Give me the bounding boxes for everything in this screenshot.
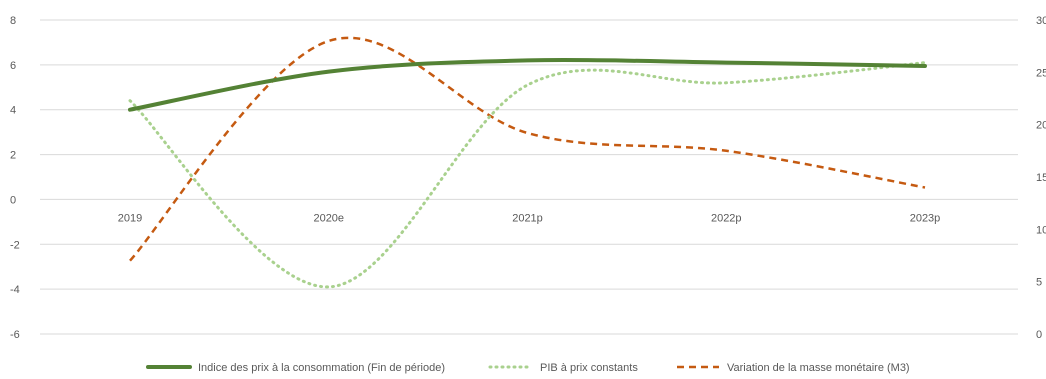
x-tick-label: 2023p (910, 212, 941, 224)
x-tick-label: 2021p (512, 212, 543, 224)
legend-label: Indice des prix à la consommation (Fin d… (198, 362, 445, 374)
x-tick-label: 2019 (118, 212, 142, 224)
y-left-tick-label: -4 (10, 284, 20, 296)
y-right-tick-label: 20 (1036, 120, 1046, 132)
y-right-tick-label: 25 (1036, 67, 1046, 79)
y-left-tick-label: -6 (10, 329, 20, 341)
y-left-tick-label: 4 (10, 105, 16, 117)
y-right-tick-label: 0 (1036, 329, 1042, 341)
y-left-tick-label: 8 (10, 15, 16, 27)
y-right-tick-label: 30 (1036, 15, 1046, 27)
y-right-tick-label: 10 (1036, 224, 1046, 236)
y-left-tick-label: 2 (10, 150, 16, 162)
y-right-tick-label: 15 (1036, 172, 1046, 184)
x-tick-label: 2020e (313, 212, 344, 224)
series-line (129, 36, 926, 262)
y-left-tick-label: -2 (10, 239, 20, 251)
x-tick-label: 2022p (711, 212, 742, 224)
y-right-tick-label: 5 (1036, 277, 1042, 289)
series-line (128, 61, 927, 289)
legend-label: PIB à prix constants (540, 362, 638, 374)
y-left-tick-label: 6 (10, 60, 16, 72)
legend-label: Variation de la masse monétaire (M3) (727, 362, 910, 374)
y-left-tick-label: 0 (10, 194, 16, 206)
series-line (128, 57, 927, 112)
